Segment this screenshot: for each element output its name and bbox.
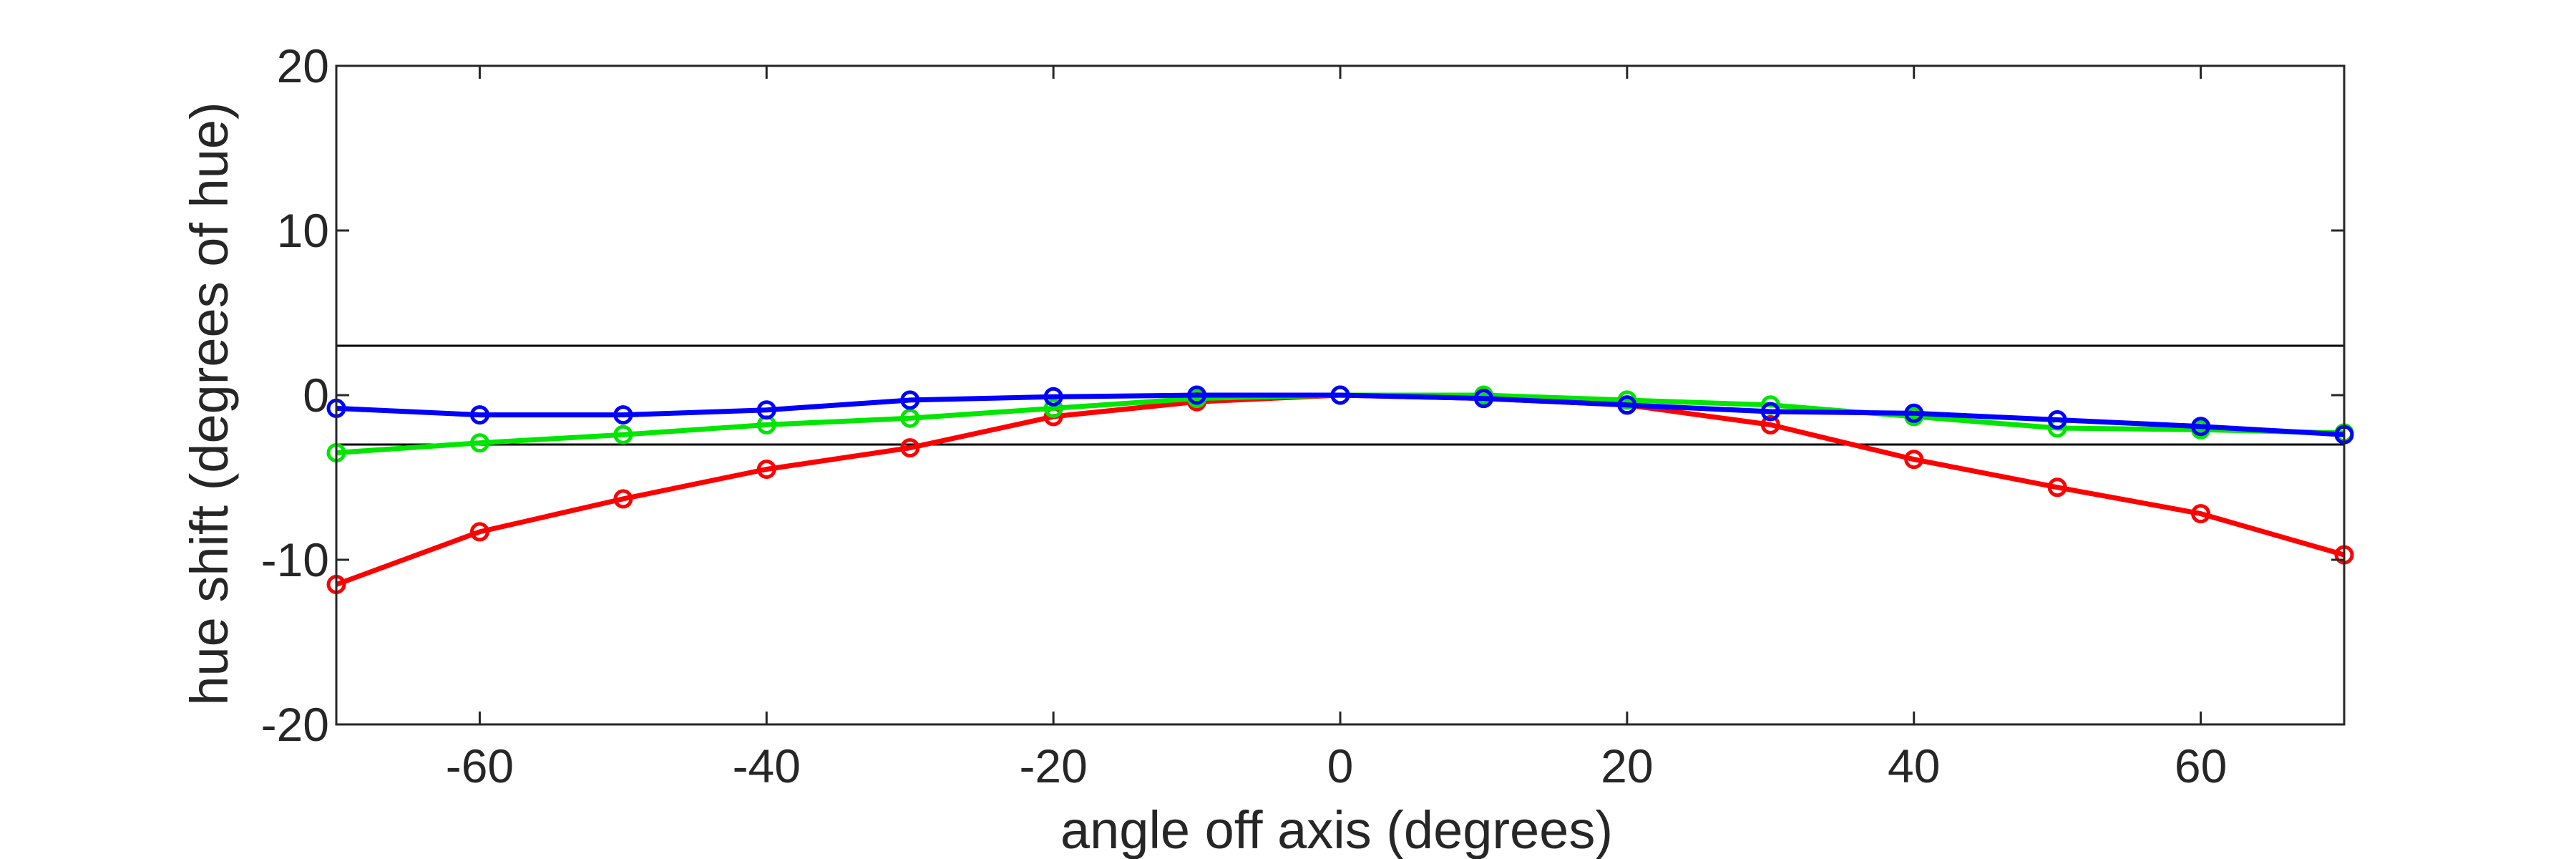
data-point-marker (1904, 450, 1924, 470)
x-tick-label: 60 (2175, 739, 2227, 792)
data-point-marker (2191, 417, 2211, 437)
data-point-marker (1760, 402, 1780, 422)
data-point-marker (469, 405, 489, 425)
data-point-marker (756, 400, 776, 420)
x-tick-label: 40 (1888, 739, 1940, 792)
data-point-marker (1760, 414, 1780, 435)
data-point-marker (613, 424, 633, 445)
series-2 (326, 385, 2354, 462)
y-tick-label: 0 (303, 369, 329, 422)
x-tick-label: -60 (446, 739, 514, 792)
data-point-marker (1043, 398, 1063, 418)
x-axis-label: angle off axis (degrees) (1060, 800, 1613, 859)
y-tick-label: -20 (261, 698, 329, 751)
series-line-1 (335, 392, 2345, 587)
data-point-marker (900, 390, 920, 410)
series-line-3 (336, 392, 2345, 437)
x-axis-ticks: -60 -40 -20 0 20 40 60 (446, 66, 2227, 792)
data-point-marker (1904, 403, 1924, 423)
data-point-marker (1043, 387, 1063, 407)
x-tick-label: 20 (1601, 739, 1653, 792)
data-point-marker (756, 460, 776, 479)
data-point-marker (613, 405, 633, 425)
data-point-marker (613, 489, 633, 509)
y-axis-label: hue shift (degrees of hue) (180, 102, 239, 705)
data-point-marker (1187, 385, 1207, 405)
data-point-marker (1330, 385, 1350, 405)
y-axis-ticks: -20 -10 0 10 20 (261, 39, 2344, 751)
x-tick-label: -20 (1019, 739, 1087, 792)
x-tick-label: -40 (733, 739, 801, 792)
data-point-marker (900, 438, 920, 458)
data-point-marker (900, 408, 920, 428)
data-point-marker (1617, 395, 1637, 415)
data-point-marker (469, 522, 489, 542)
series-3 (326, 385, 2354, 445)
data-point-marker (2191, 504, 2211, 524)
data-point-marker (2047, 477, 2067, 498)
y-tick-label: 20 (277, 39, 329, 92)
data-point-marker (2047, 410, 2067, 430)
series-layer (326, 385, 2354, 594)
y-tick-label: 10 (277, 204, 329, 257)
y-tick-label: -10 (261, 533, 329, 586)
data-point-marker (469, 433, 489, 453)
data-point-marker (1473, 389, 1493, 409)
reference-lines (336, 344, 2344, 446)
x-tick-label: 0 (1327, 739, 1354, 792)
